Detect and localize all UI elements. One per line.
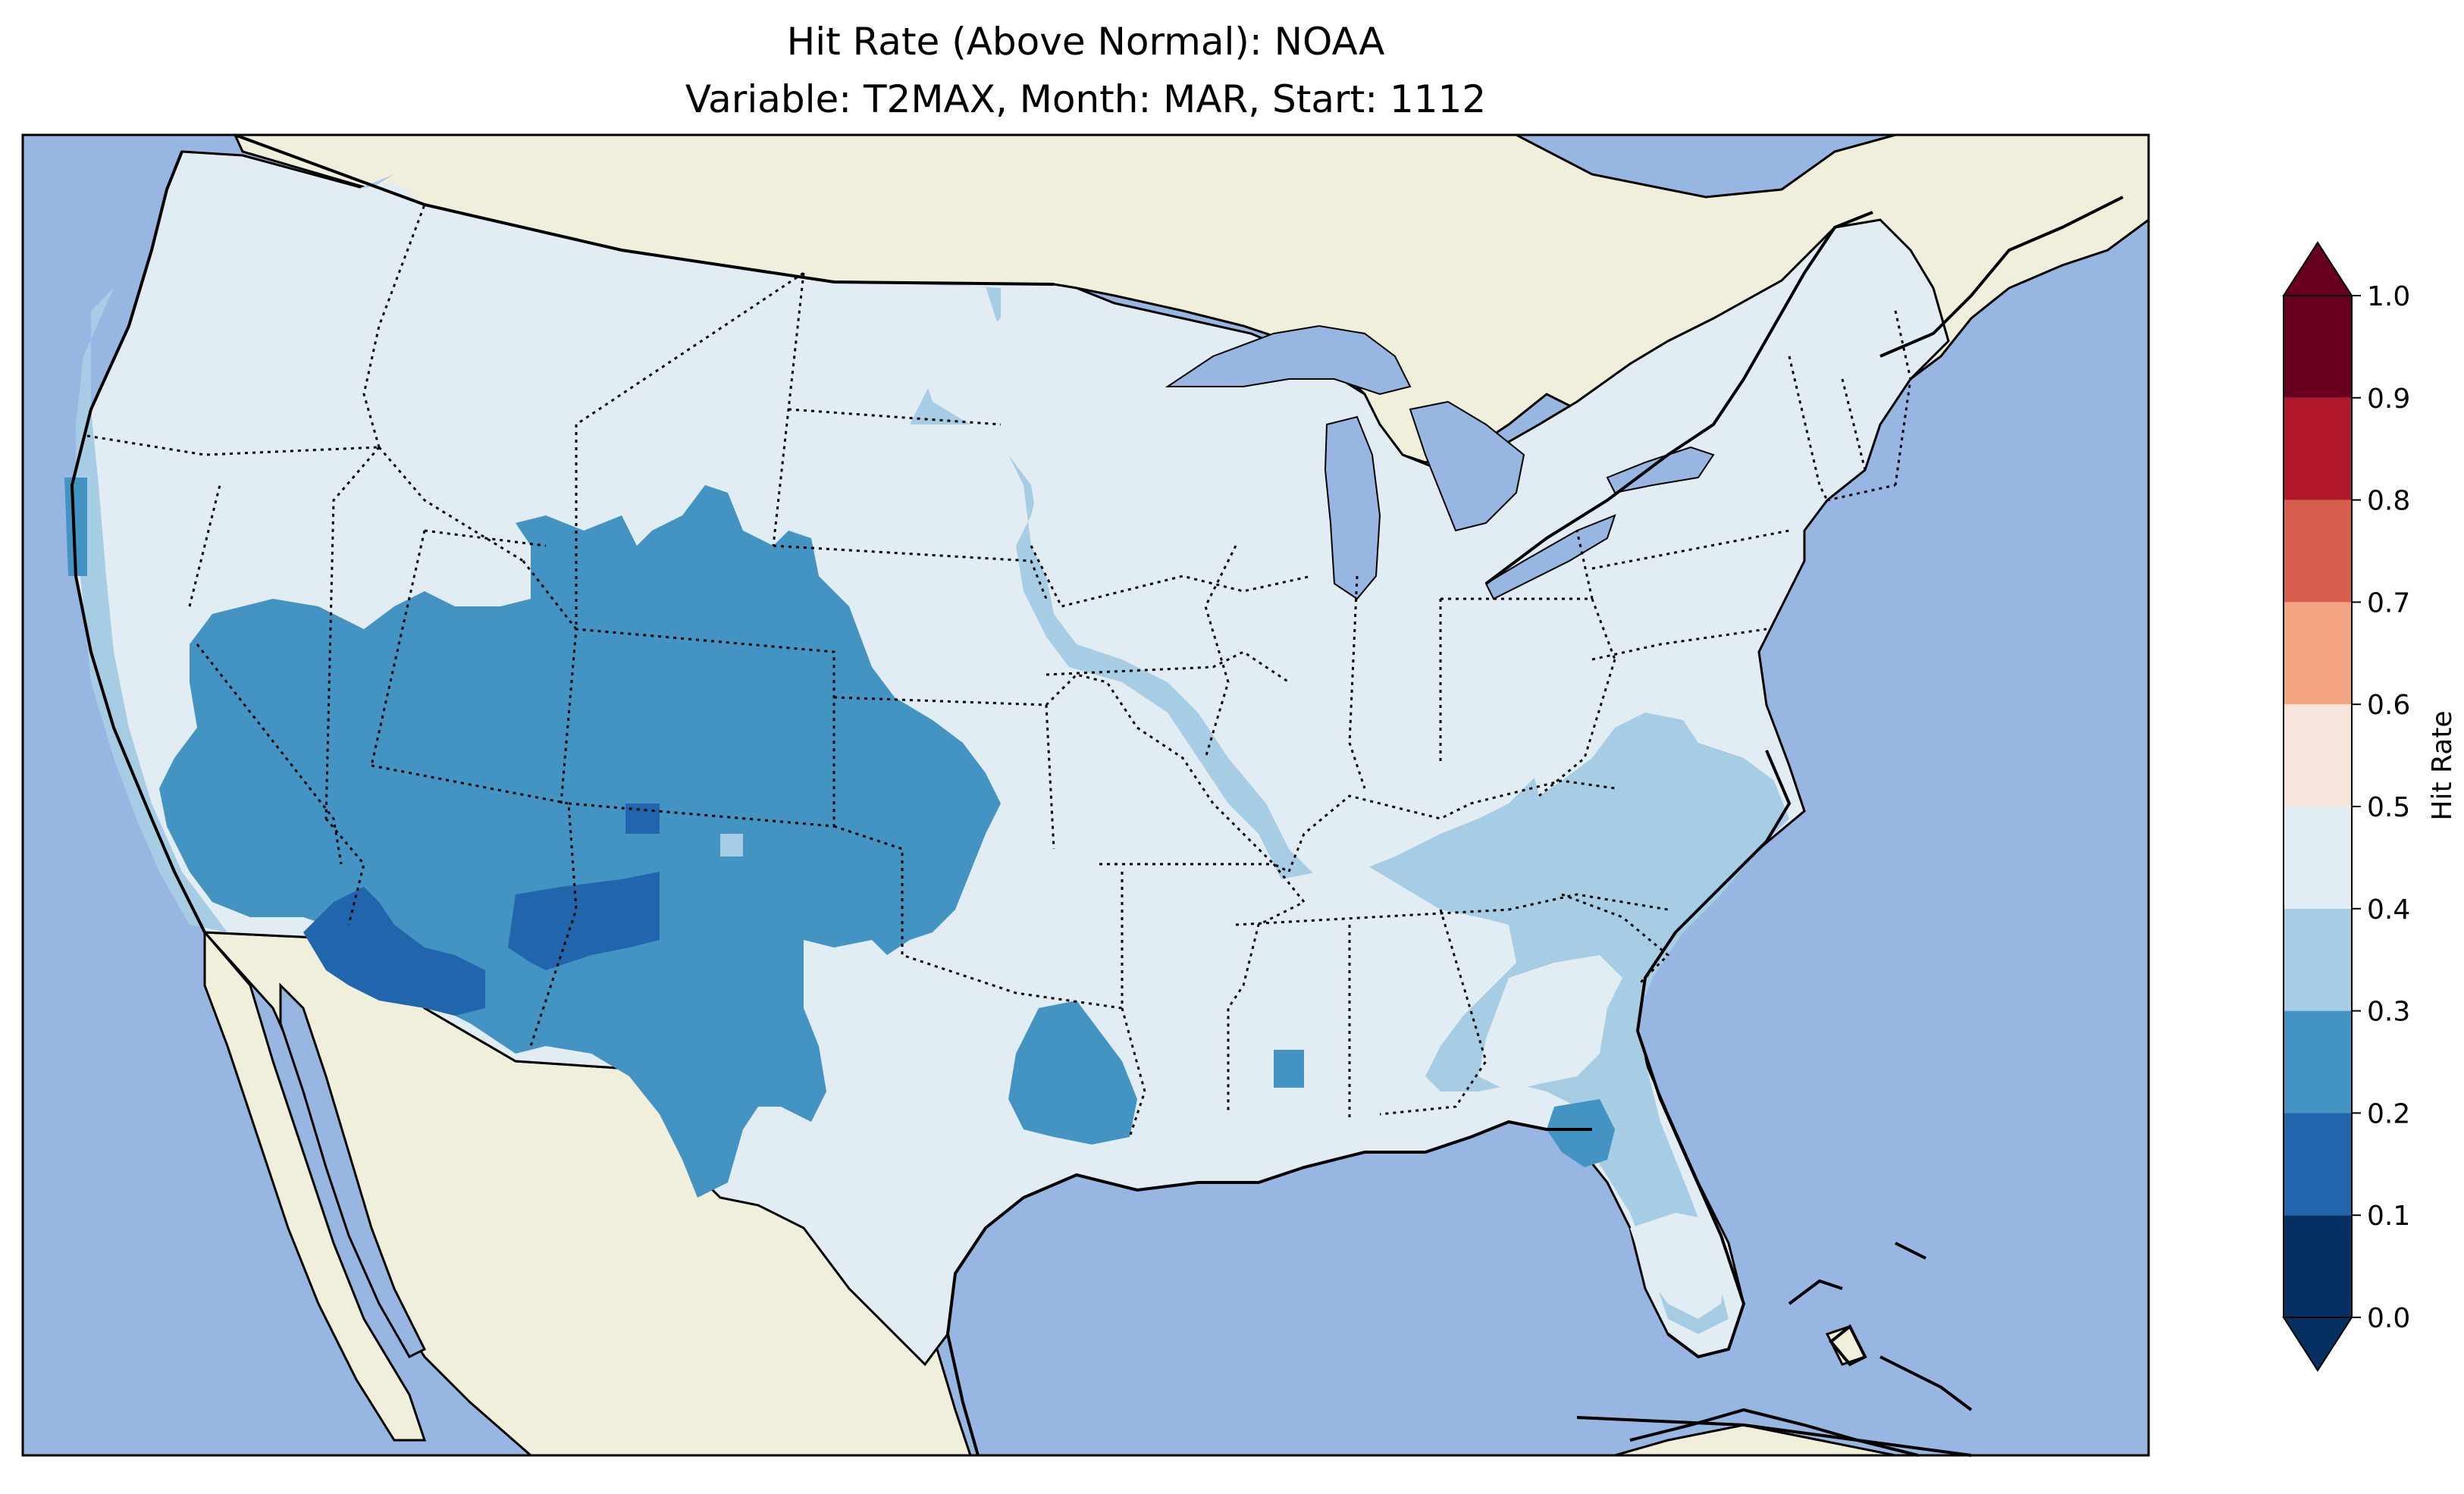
region-0.2-0.3-rockies (159, 485, 1001, 1198)
region-0.1-0.2-new-mexico (508, 872, 660, 970)
region-0.1-0.2-arizona (303, 887, 485, 1016)
colorbar-over-extension (2282, 241, 2353, 296)
region-0.2-0.3-oregon-coast (64, 478, 87, 576)
region-0.2-0.3-mississippi (1274, 1050, 1304, 1088)
region-0.4-0.5-washington (167, 163, 425, 288)
map-border (21, 133, 2150, 1457)
colorbar-tick-label: 0.5 (2367, 792, 2410, 823)
baja-california (203, 929, 427, 1442)
cuba-land (1614, 1424, 1896, 1455)
colorbar-tick-label: 0.4 (2367, 894, 2410, 926)
colorbar: 0.0 0.1 0.2 0.3 0.4 0.5 0.6 0.7 0.8 0.9 1.0 (2282, 241, 2410, 1372)
colorbar-bin-7 (2284, 500, 2352, 603)
region-0.4-0.5-midwest (925, 243, 1918, 879)
region-0.4-0.5-georgia (1478, 955, 1622, 1092)
region-0.4-0.5-florida-south (1630, 1213, 1729, 1319)
colorbar-tick-label: 0.6 (2367, 690, 2410, 721)
title-line-1: Hit Rate (Above Normal): NOAA (787, 20, 1385, 64)
gulf-of-california (279, 982, 427, 1358)
colorbar-under-extension (2282, 1317, 2353, 1372)
map-panel (21, 133, 2150, 1457)
colorbar-tick-label: 0.9 (2367, 384, 2410, 415)
colorbar-bin-8 (2284, 397, 2352, 500)
colorbar-tick-label: 0.7 (2367, 587, 2410, 619)
region-0.2-0.3-east-texas (1008, 1001, 1137, 1145)
colorbar-tick-label: 0.2 (2367, 1098, 2410, 1129)
region-0.4-0.5-south-texas (826, 1145, 948, 1243)
state-borders (86, 204, 1912, 1138)
colorbar-label: Hit Rate (2427, 710, 2458, 820)
colorbar-tick-label: 0.1 (2367, 1201, 2410, 1232)
colorbar-tick-label: 0.8 (2367, 486, 2410, 517)
lake-michigan (1324, 415, 1381, 600)
colorbar-bin-1 (2284, 1113, 2352, 1216)
coastlines (70, 133, 2124, 1457)
colorbar-tick-label: 0.3 (2367, 997, 2410, 1028)
colorbar-bin-3 (2284, 908, 2352, 1011)
colorbar-tick-label: 0.0 (2367, 1303, 2410, 1334)
lake-superior (1165, 324, 1412, 396)
region-0.2-0.3-florida (1547, 1099, 1615, 1167)
colorbar-bin-9 (2284, 296, 2352, 398)
lake-erie (1484, 514, 1616, 600)
colorbar-bin-5 (2284, 704, 2352, 807)
title-line-2: Variable: T2MAX, Month: MAR, Start: 1112 (685, 77, 1486, 121)
colorbar-bin-0 (2284, 1215, 2352, 1317)
colorbar-bin-6 (2284, 602, 2352, 705)
colorbar-tick-label: 1.0 (2367, 281, 2410, 312)
region-0.2-0.3-colorado-white (720, 834, 743, 857)
lake-huron (1409, 400, 1525, 532)
colorbar-bin-2 (2284, 1010, 2352, 1113)
colorbar-bin-4 (2284, 807, 2352, 909)
